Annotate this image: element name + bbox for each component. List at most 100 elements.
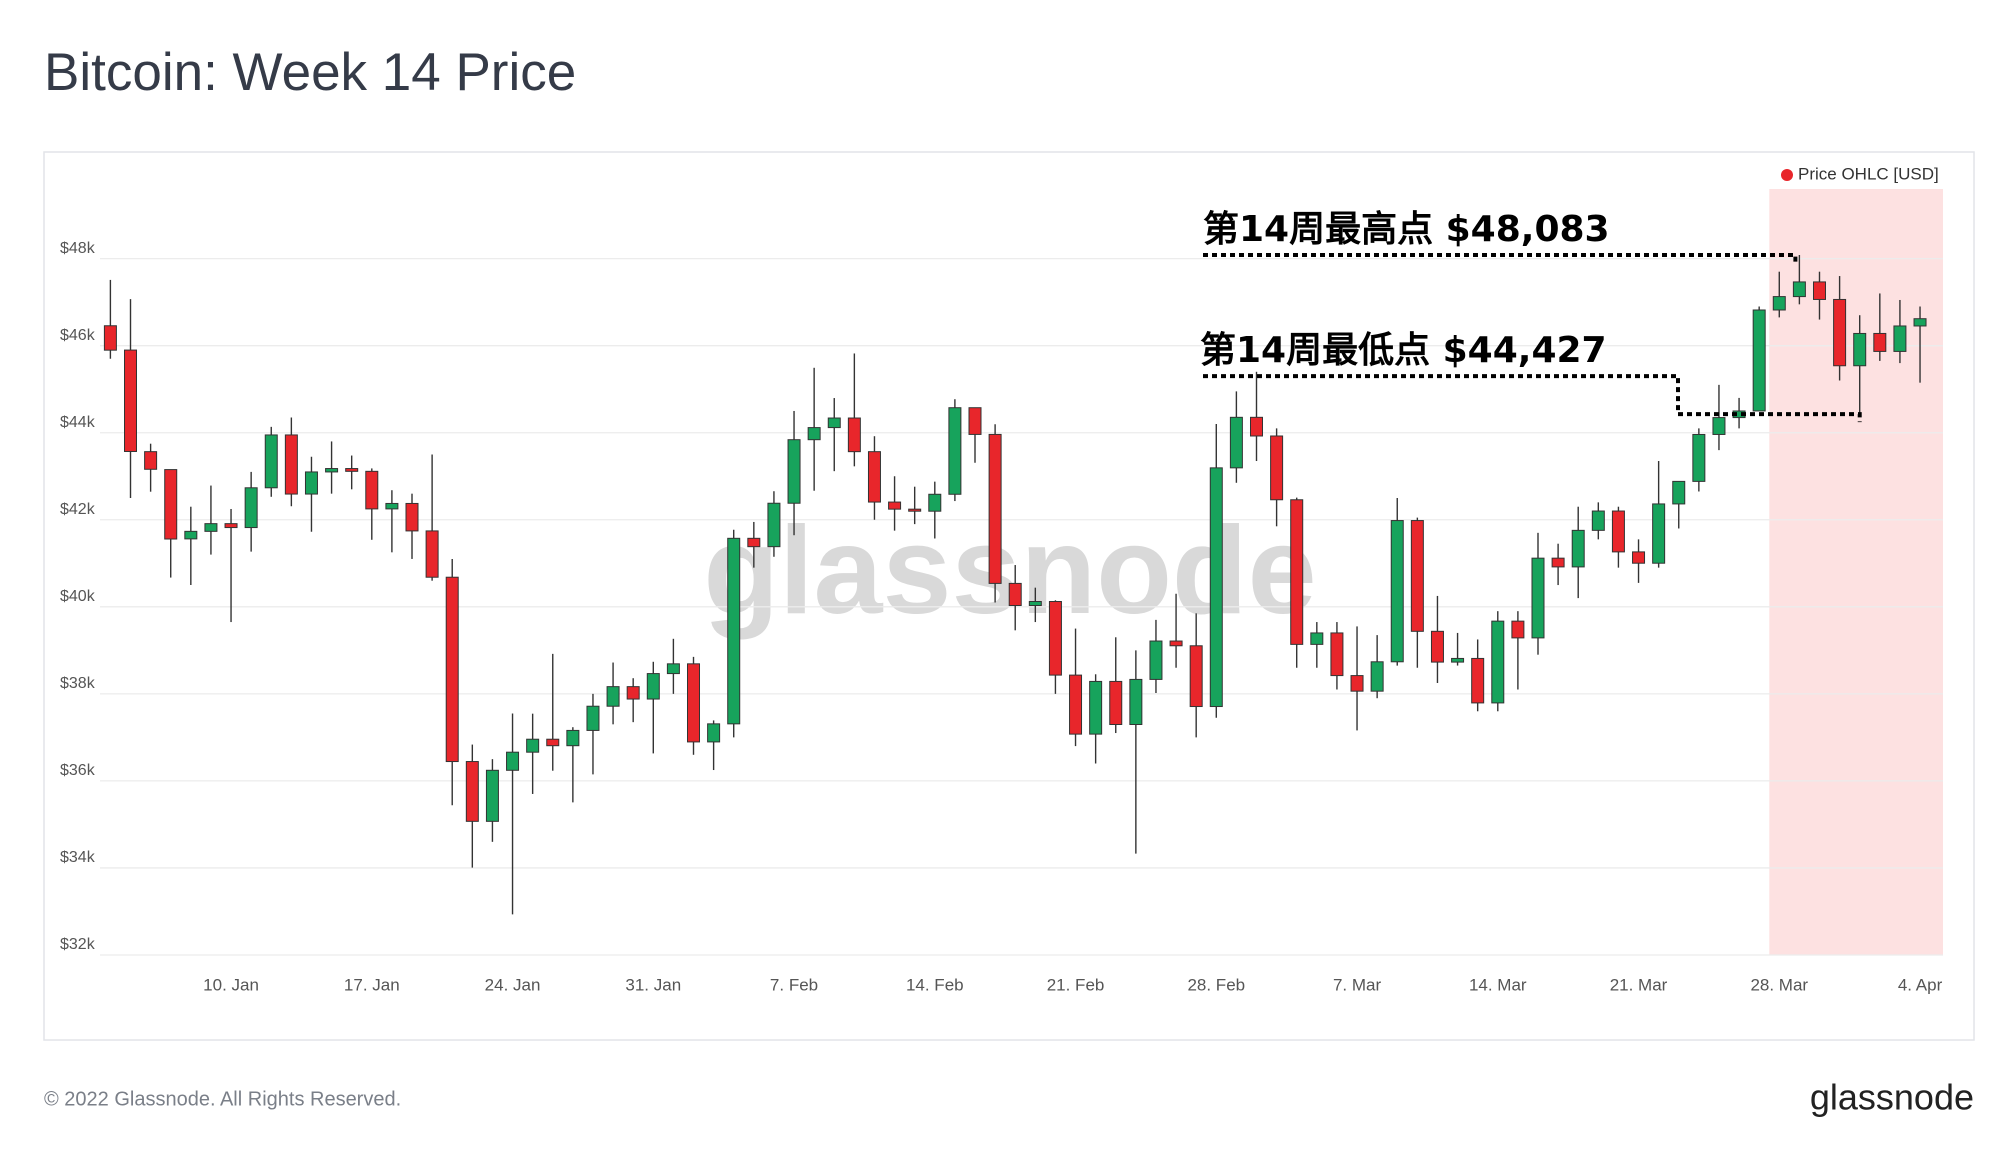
x-tick-label: 4. Apr — [1898, 975, 1943, 994]
candle-body — [1169, 640, 1183, 647]
candle-body — [1089, 680, 1103, 735]
candle-body — [727, 537, 741, 725]
candle-body — [1873, 332, 1887, 352]
candle-body — [1008, 582, 1022, 607]
candle-body — [1853, 332, 1867, 367]
x-tick-label: 24. Jan — [485, 975, 541, 994]
candle-body — [1692, 433, 1706, 482]
y-tick-label: $38k — [60, 675, 96, 692]
candle-body — [124, 349, 138, 452]
copyright: © 2022 Glassnode. All Rights Reserved. — [44, 1088, 401, 1110]
x-tick-label: 17. Jan — [344, 975, 400, 994]
candle-body — [787, 439, 801, 504]
candle-body — [1390, 520, 1404, 663]
candle-body — [1249, 416, 1263, 437]
x-tick-label: 21. Mar — [1610, 975, 1668, 994]
candle-body — [1209, 467, 1223, 708]
candle-body — [1772, 296, 1786, 311]
candle-body — [586, 705, 600, 731]
candle-body — [1712, 417, 1726, 435]
panel — [43, 151, 1975, 1041]
candle-body — [747, 537, 761, 548]
x-tick-label: 10. Jan — [203, 975, 259, 994]
candle-body — [1792, 281, 1806, 298]
x-tick-label: 14. Feb — [906, 975, 964, 994]
candle-body — [1531, 557, 1545, 639]
x-tick-label: 28. Mar — [1750, 975, 1808, 994]
candle-body — [485, 769, 499, 822]
candle-body — [1591, 510, 1605, 531]
candle-body — [867, 451, 881, 503]
candle-body — [1471, 657, 1485, 704]
legend-label: Price OHLC [USD] — [1798, 164, 1939, 183]
x-tick-label: 14. Mar — [1469, 975, 1527, 994]
y-tick-label: $40k — [60, 588, 96, 605]
x-tick-label: 7. Mar — [1333, 975, 1382, 994]
candle-body — [1310, 632, 1324, 645]
candle-body — [948, 407, 962, 495]
y-tick-label: $46k — [60, 327, 96, 344]
candle-body — [304, 471, 318, 495]
candle-body — [1430, 630, 1444, 663]
legend-dot — [1781, 169, 1793, 181]
candle-body — [1350, 675, 1364, 692]
y-tick-label: $34k — [60, 849, 96, 866]
annotation-line — [1203, 374, 1862, 423]
candle-body — [626, 686, 640, 700]
candle-body — [224, 523, 238, 529]
candle-body — [566, 729, 580, 747]
candle-body — [1149, 640, 1163, 680]
candle-body — [465, 761, 479, 822]
candle-body — [807, 427, 821, 441]
candle-body — [1893, 325, 1907, 352]
candle-body — [888, 501, 902, 510]
candle-body — [284, 434, 298, 495]
candle-body — [425, 530, 439, 578]
candle-body — [164, 469, 178, 540]
x-tick-label: 7. Feb — [770, 975, 818, 994]
candle-body — [184, 530, 198, 540]
annotation-text: 第14周最低点 $44,427 — [1200, 330, 1607, 371]
candle-body — [1370, 661, 1384, 692]
candle-body — [1290, 499, 1304, 645]
candle-body — [1652, 503, 1666, 564]
candle-body — [1229, 416, 1243, 469]
candle-body — [264, 434, 278, 489]
candle-body — [1410, 520, 1424, 632]
candle-body — [385, 502, 399, 510]
candle-body — [526, 738, 540, 753]
y-tick-label: $48k — [60, 240, 96, 257]
candle-body — [1270, 435, 1284, 501]
candle-body — [1551, 557, 1565, 568]
candle-body — [968, 407, 982, 435]
candle-body — [928, 493, 942, 512]
candle-body — [1511, 620, 1525, 639]
candle-body — [1833, 298, 1847, 367]
x-tick-label: 31. Jan — [625, 975, 681, 994]
watermark: glassnode — [703, 502, 1316, 640]
candle-body — [687, 663, 701, 743]
candle-body — [1752, 309, 1766, 412]
candle-body — [1048, 601, 1062, 676]
y-tick-label: $32k — [60, 936, 96, 953]
y-tick-label: $44k — [60, 414, 96, 431]
candle-body — [1330, 632, 1344, 677]
candle-body — [244, 487, 258, 529]
x-tick-label: 28. Feb — [1187, 975, 1245, 994]
candle-body — [506, 751, 520, 771]
y-tick-label: $36k — [60, 762, 96, 779]
candle-body — [445, 576, 459, 763]
candle-body — [1028, 601, 1042, 607]
candle-body — [144, 451, 158, 470]
candle-body — [707, 723, 721, 743]
candle-body — [405, 502, 419, 532]
candle-body — [103, 325, 117, 351]
candle-body — [345, 468, 359, 472]
candle-body — [1129, 678, 1143, 726]
candle-body — [1812, 281, 1826, 300]
candle-body — [1913, 318, 1927, 327]
candle-body — [1189, 645, 1203, 708]
candle-body — [666, 663, 680, 675]
annotation-line — [1203, 253, 1798, 264]
candle-body — [1451, 657, 1465, 663]
